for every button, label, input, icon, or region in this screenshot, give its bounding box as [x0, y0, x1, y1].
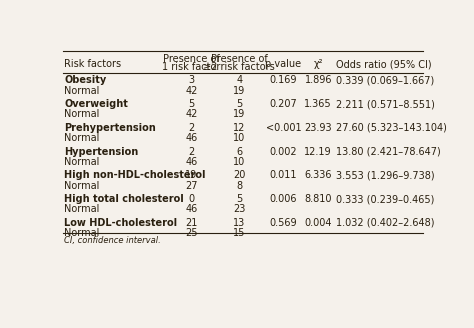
Text: 0.339 (0.069–1.667): 0.339 (0.069–1.667)	[336, 75, 435, 86]
Text: Obesity: Obesity	[64, 75, 107, 86]
Text: 1.365: 1.365	[304, 99, 332, 109]
Text: 46: 46	[185, 204, 198, 214]
Text: 0.207: 0.207	[269, 99, 297, 109]
Text: 0.169: 0.169	[270, 75, 297, 86]
Text: 13.80 (2.421–78.647): 13.80 (2.421–78.647)	[336, 147, 441, 157]
Text: Prehypertension: Prehypertension	[64, 123, 156, 133]
Text: 12.19: 12.19	[304, 147, 332, 157]
Text: 10: 10	[233, 157, 246, 167]
Text: <0.001: <0.001	[265, 123, 301, 133]
Text: 0.006: 0.006	[270, 194, 297, 204]
Text: CI, confidence interval.: CI, confidence interval.	[64, 236, 161, 245]
Text: Overweight: Overweight	[64, 99, 128, 109]
Text: Normal: Normal	[64, 180, 100, 191]
Text: 13: 13	[233, 218, 246, 228]
Text: 12: 12	[233, 123, 246, 133]
Text: 42: 42	[185, 109, 198, 119]
Text: Low HDL-cholesterol: Low HDL-cholesterol	[64, 218, 178, 228]
Text: Normal: Normal	[64, 133, 100, 143]
Text: χ²: χ²	[313, 59, 323, 69]
Text: 23: 23	[233, 204, 246, 214]
Text: 15: 15	[233, 228, 246, 238]
Text: 25: 25	[185, 228, 198, 238]
Text: 46: 46	[185, 157, 198, 167]
Text: 1.896: 1.896	[304, 75, 332, 86]
Text: 27: 27	[185, 180, 198, 191]
Text: 19: 19	[233, 109, 246, 119]
Text: High non-HDL-cholesterol: High non-HDL-cholesterol	[64, 171, 206, 180]
Text: Normal: Normal	[64, 109, 100, 119]
Text: 20: 20	[233, 171, 246, 180]
Text: 8: 8	[236, 180, 242, 191]
Text: 0.333 (0.239–0.465): 0.333 (0.239–0.465)	[336, 194, 435, 204]
Text: Normal: Normal	[64, 86, 100, 95]
Text: 2: 2	[188, 147, 195, 157]
Text: 0.011: 0.011	[270, 171, 297, 180]
Text: 2.211 (0.571–8.551): 2.211 (0.571–8.551)	[336, 99, 435, 109]
Text: Normal: Normal	[64, 204, 100, 214]
Text: Presence of: Presence of	[211, 54, 268, 64]
Text: 8.810: 8.810	[304, 194, 332, 204]
Text: 5: 5	[188, 99, 195, 109]
Text: 42: 42	[185, 86, 198, 95]
Text: 6: 6	[236, 147, 242, 157]
Text: 1 risk factor: 1 risk factor	[162, 62, 221, 72]
Text: p value: p value	[265, 59, 301, 69]
Text: 1.032 (0.402–2.648): 1.032 (0.402–2.648)	[336, 218, 435, 228]
Text: 5: 5	[236, 194, 242, 204]
Text: 23.93: 23.93	[304, 123, 332, 133]
Text: 3.553 (1.296–9.738): 3.553 (1.296–9.738)	[336, 171, 435, 180]
Text: 0.004: 0.004	[304, 218, 332, 228]
Text: High total cholesterol: High total cholesterol	[64, 194, 184, 204]
Text: 3: 3	[189, 75, 194, 86]
Text: 10: 10	[233, 133, 246, 143]
Text: 0: 0	[189, 194, 194, 204]
Text: 19: 19	[233, 86, 246, 95]
Text: Odds ratio (95% CI): Odds ratio (95% CI)	[336, 59, 432, 69]
Text: 6.336: 6.336	[304, 171, 332, 180]
Text: Presence of: Presence of	[163, 54, 220, 64]
Text: 19: 19	[185, 171, 198, 180]
Text: 5: 5	[236, 99, 242, 109]
Text: 4: 4	[236, 75, 242, 86]
Text: 0.569: 0.569	[270, 218, 297, 228]
Text: Normal: Normal	[64, 228, 100, 238]
Text: Normal: Normal	[64, 157, 100, 167]
Text: 0.002: 0.002	[270, 147, 297, 157]
Text: ≥2 risk factors: ≥2 risk factors	[203, 62, 275, 72]
Text: 46: 46	[185, 133, 198, 143]
Text: Hypertension: Hypertension	[64, 147, 138, 157]
Text: 21: 21	[185, 218, 198, 228]
Text: Risk factors: Risk factors	[64, 59, 121, 69]
Text: 2: 2	[188, 123, 195, 133]
Text: 27.60 (5.323–143.104): 27.60 (5.323–143.104)	[336, 123, 447, 133]
